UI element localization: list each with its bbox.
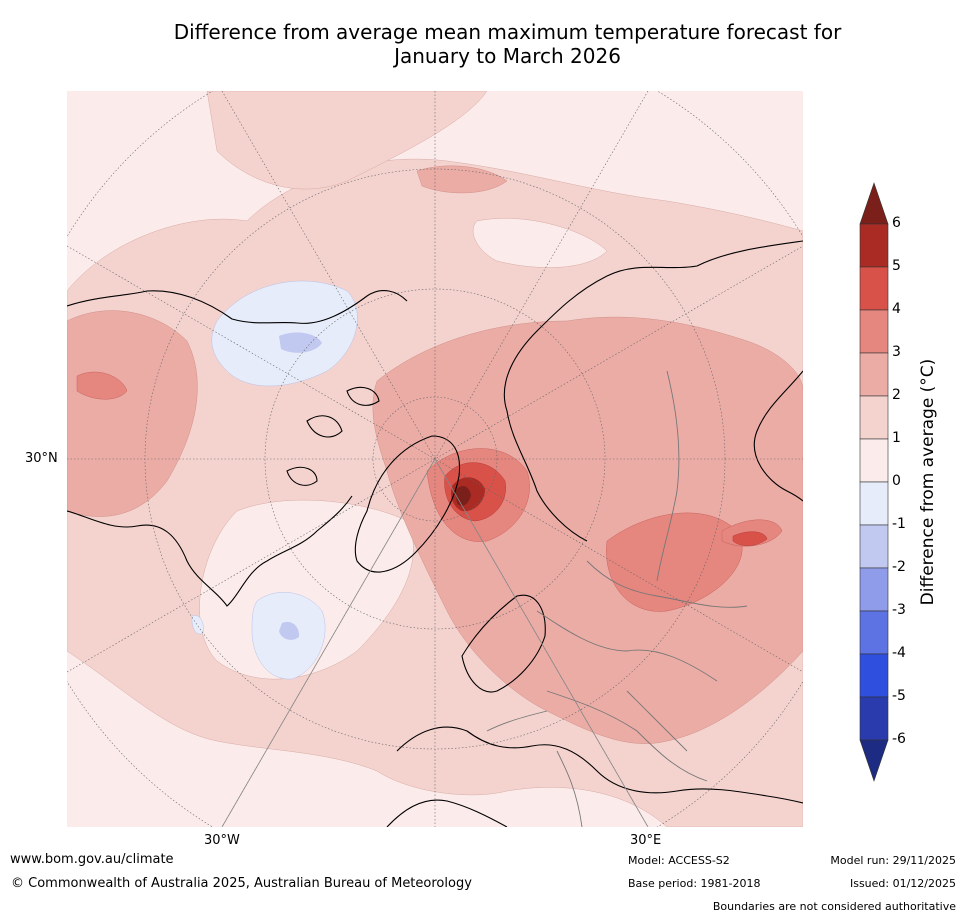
- colorbar-tick-label: 6: [892, 215, 901, 231]
- colorbar-tick-label: 3: [892, 344, 901, 360]
- colorbar-tick-label: -3: [892, 602, 906, 618]
- colorbar-bin: [859, 524, 889, 569]
- colorbar-tick-label: 2: [892, 387, 901, 403]
- footer-copyright: © Commonwealth of Australia 2025, Austra…: [11, 876, 472, 891]
- anomaly-region-2-3: [372, 316, 803, 744]
- anomaly-region-minus1-0-pacific: [211, 280, 358, 387]
- colorbar-tick-label: 5: [892, 258, 901, 274]
- colorbar-bin: [859, 481, 889, 526]
- footer-issued: Issued: 01/12/2025: [849, 877, 956, 890]
- colorbar-tick-label: -6: [892, 731, 906, 747]
- meridian-lines: [221, 458, 649, 827]
- label-30n: 30°N: [25, 451, 58, 466]
- colorbar-bin: [859, 567, 889, 612]
- title-line-2: January to March 2026: [394, 44, 621, 68]
- colorbar-bin: [859, 352, 889, 397]
- label-30e: 30°E: [630, 833, 662, 848]
- footer-model: Model: ACCESS-S2: [628, 854, 730, 867]
- colorbar-tick-label: 0: [892, 473, 901, 489]
- colorbar-bin: [859, 610, 889, 655]
- coastlines: [67, 240, 803, 827]
- colorbar-title: Difference from average (°C): [918, 358, 938, 606]
- colorbar-tick-label: -4: [892, 645, 906, 661]
- colorbar-tick-label: -5: [892, 688, 906, 704]
- colorbar: [859, 182, 889, 782]
- colorbar-bin: [859, 653, 889, 698]
- colorbar-bin: [859, 438, 889, 483]
- chart-title: Difference from average mean maximum tem…: [60, 20, 955, 68]
- footer-url[interactable]: www.bom.gov.au/climate: [10, 852, 174, 867]
- colorbar-bin: [859, 696, 889, 741]
- colorbar-extend-high: [859, 182, 889, 225]
- anomaly-region-minus2-minus1-pacific: [279, 332, 322, 353]
- colorbar-tick-label: 1: [892, 430, 901, 446]
- colorbar-extend-low: [859, 739, 889, 782]
- colorbar-bin: [859, 223, 889, 268]
- colorbar-bin: [859, 309, 889, 354]
- footer-disclaimer: Boundaries are not considered authoritat…: [712, 900, 956, 913]
- colorbar-tick-label: 4: [892, 301, 901, 317]
- colorbar-tick-label: -2: [892, 559, 906, 575]
- footer-model-run: Model run: 29/11/2025: [830, 854, 956, 867]
- temperature-anomaly-map: [67, 91, 803, 827]
- colorbar-bin: [859, 266, 889, 311]
- colorbar-bin: [859, 395, 889, 440]
- footer-base-period: Base period: 1981-2018: [628, 877, 761, 890]
- colorbar-tick-label: -1: [892, 516, 906, 532]
- title-line-1: Difference from average mean maximum tem…: [173, 20, 842, 44]
- country-borders: [486, 370, 748, 827]
- anomaly-region-2-3-pacific: [67, 310, 198, 517]
- label-30w: 30°W: [204, 833, 240, 848]
